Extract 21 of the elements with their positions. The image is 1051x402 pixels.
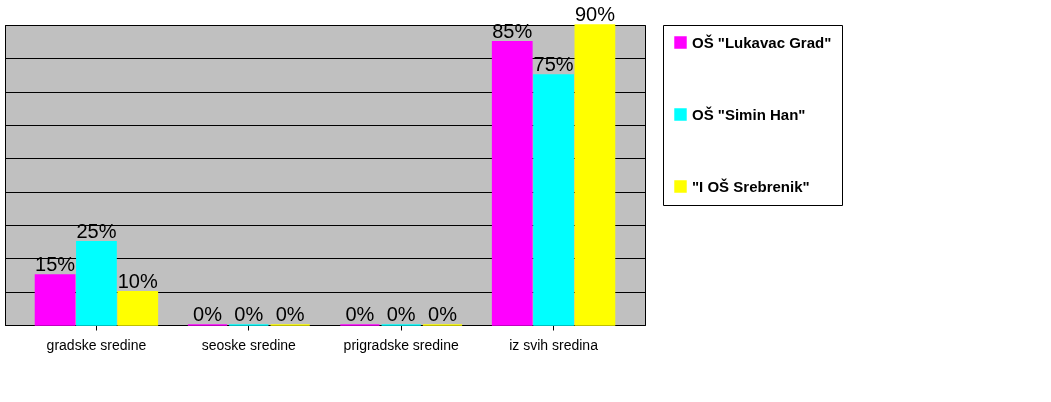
- x-tick-label: iz svih sredina: [509, 336, 599, 353]
- data-label: 0%: [428, 303, 458, 325]
- data-label: 90%: [574, 3, 616, 25]
- bar: [491, 40, 533, 326]
- bar: [34, 274, 76, 326]
- bar: [117, 290, 159, 326]
- legend-label: OŠ "Simin Han": [692, 105, 806, 123]
- bar: [76, 240, 117, 326]
- x-tick-label: prigradske sredine: [343, 336, 459, 353]
- bar: [574, 24, 616, 326]
- x-tick-label: seoske sredine: [201, 336, 297, 353]
- data-label: 0%: [345, 303, 375, 325]
- bar: [533, 74, 574, 326]
- legend-label: "I OŠ Srebrenik": [692, 177, 810, 195]
- legend-label: OŠ "Lukavac Grad": [692, 33, 832, 51]
- data-label: 0%: [193, 303, 223, 325]
- x-tick-label: gradske sredine: [46, 336, 147, 353]
- data-label: 10%: [117, 269, 158, 292]
- data-label: 0%: [275, 303, 305, 325]
- data-label: 0%: [234, 303, 264, 325]
- data-label: 0%: [386, 303, 416, 325]
